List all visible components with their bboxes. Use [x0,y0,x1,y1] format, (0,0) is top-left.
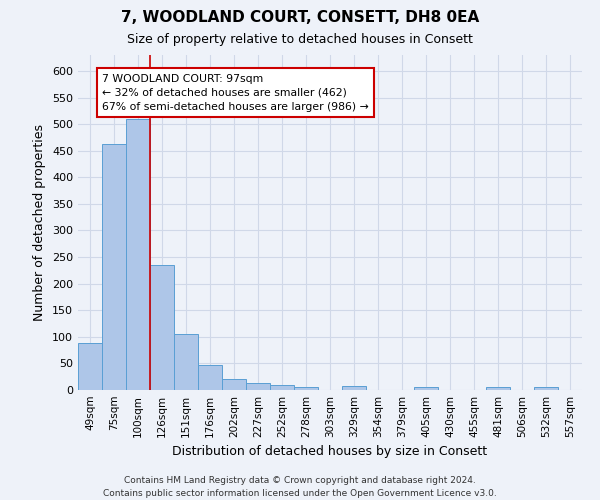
Bar [414,388,438,390]
Bar [486,388,510,390]
Bar [126,119,150,390]
Text: 7, WOODLAND COURT, CONSETT, DH8 0EA: 7, WOODLAND COURT, CONSETT, DH8 0EA [121,10,479,25]
Bar [78,343,102,390]
Bar [150,265,174,390]
Bar [342,386,366,390]
Bar [246,382,270,390]
Bar [534,388,558,390]
Bar [270,385,294,390]
Text: Contains HM Land Registry data © Crown copyright and database right 2024.
Contai: Contains HM Land Registry data © Crown c… [103,476,497,498]
Bar [198,365,222,390]
Text: Size of property relative to detached houses in Consett: Size of property relative to detached ho… [127,32,473,46]
Bar [102,144,126,390]
Text: 7 WOODLAND COURT: 97sqm
← 32% of detached houses are smaller (462)
67% of semi-d: 7 WOODLAND COURT: 97sqm ← 32% of detache… [102,74,369,112]
Bar [222,380,246,390]
Bar [174,334,198,390]
X-axis label: Distribution of detached houses by size in Consett: Distribution of detached houses by size … [172,446,488,458]
Bar [294,388,318,390]
Y-axis label: Number of detached properties: Number of detached properties [34,124,46,321]
